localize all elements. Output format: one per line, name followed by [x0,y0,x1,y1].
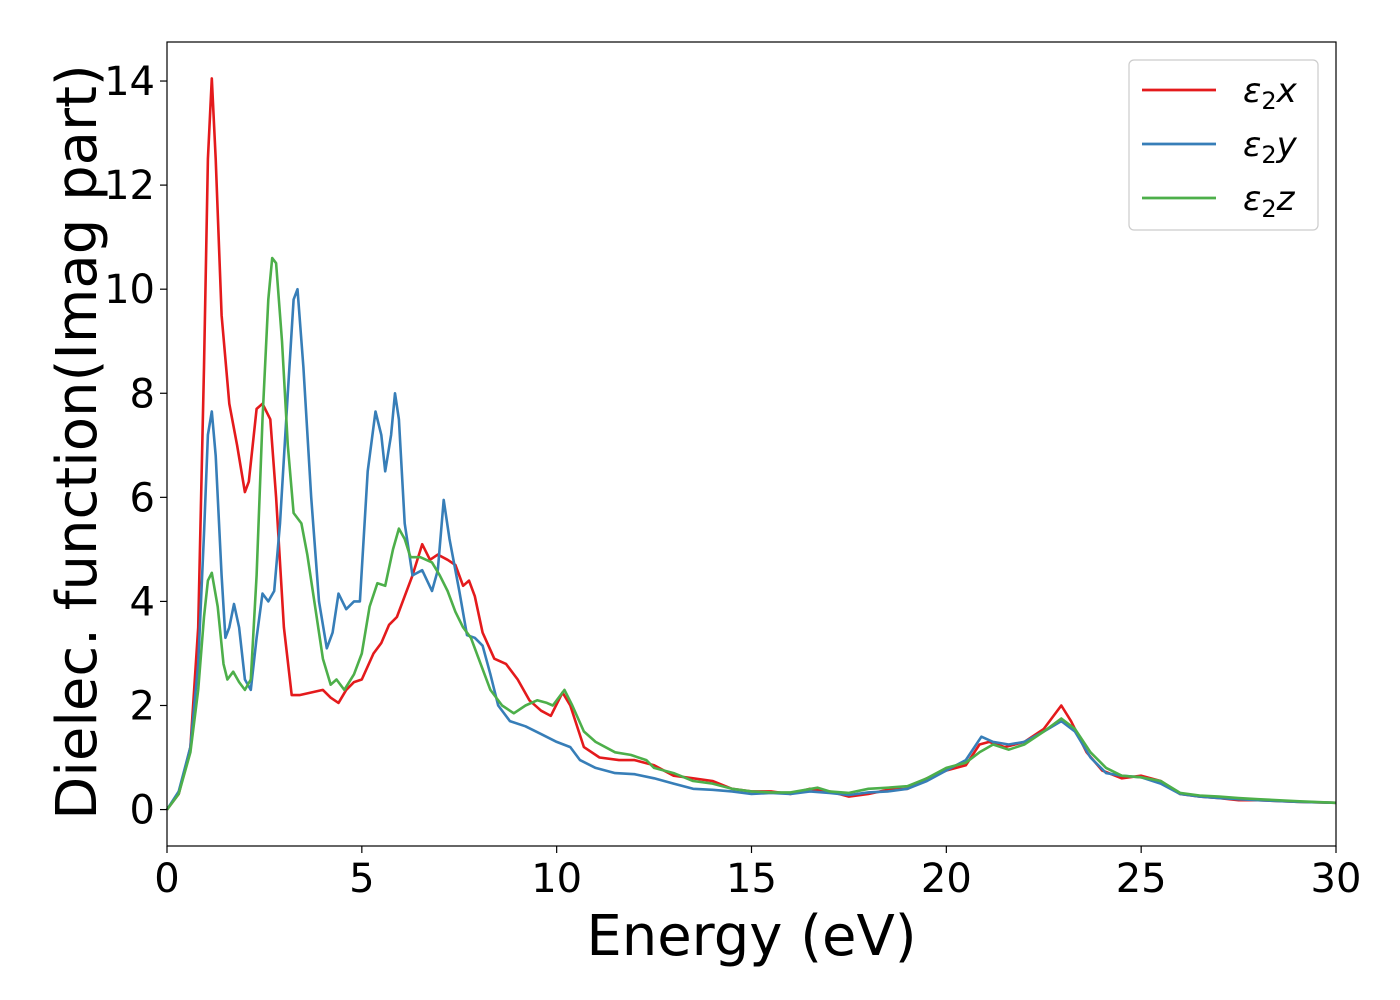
x-axis-label: Energy (eV) [586,904,916,969]
legend-label-x: ε2x [1243,71,1298,115]
x-tick-label: 5 [349,856,374,902]
y-tick-label: 8 [130,371,155,417]
x-tick-label: 0 [154,856,179,902]
y-tick-label: 0 [130,788,155,834]
x-tick-label: 30 [1311,856,1362,902]
legend-label-y: ε2y [1243,125,1298,169]
x-tick-label: 20 [921,856,972,902]
y-axis-ticks: 0 2 4 6 8 10 12 14 [104,59,167,834]
series-line-y [165,287,1337,811]
x-tick-label: 25 [1116,856,1167,902]
y-tick-label: 4 [130,579,155,625]
y-tick-label: 12 [104,163,155,209]
series-line-z [165,256,1337,811]
x-axis-ticks: 0 5 10 15 20 25 30 [154,846,1361,902]
series-layer [165,77,1337,811]
y-tick-label: 14 [104,59,155,105]
legend-label-z: ε2z [1243,179,1296,223]
x-tick-label: 15 [726,856,777,902]
legend-box [1128,59,1319,231]
y-tick-label: 6 [130,475,155,521]
y-tick-label: 10 [104,267,155,313]
legend: ε2x ε2y ε2z [1128,59,1319,231]
y-tick-label: 2 [130,683,155,729]
x-tick-label: 10 [531,856,582,902]
y-axis-label: Dielec. function(Imag part) [45,64,110,820]
